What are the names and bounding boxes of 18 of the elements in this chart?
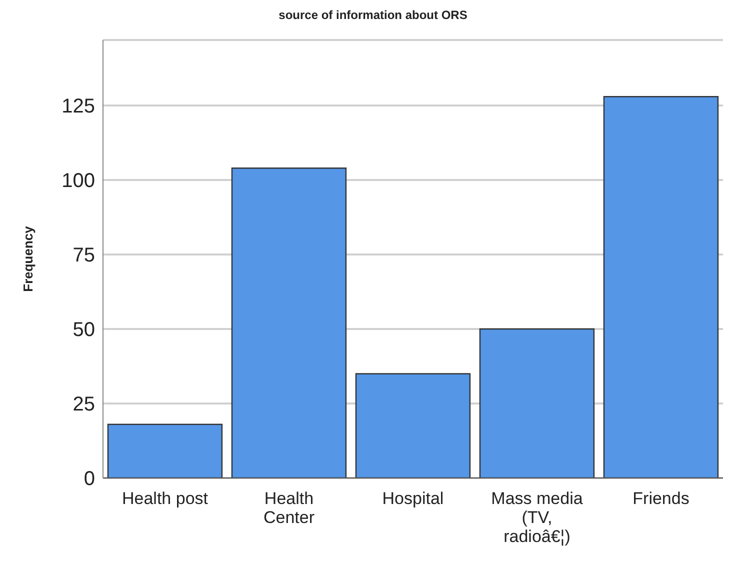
x-tick-label: Friends <box>632 489 690 508</box>
bar <box>107 424 223 478</box>
y-tick-label: 125 <box>62 96 95 118</box>
x-tick-label: Mass media (TV, radioâ€¦) <box>491 489 584 546</box>
y-tick-label: 75 <box>72 244 95 267</box>
chart-title: source of information about ORS <box>278 8 468 24</box>
y-tick-label: 25 <box>72 394 95 416</box>
y-tick-label: 0 <box>84 468 95 490</box>
bar <box>231 168 347 478</box>
y-axis-title: Frequency <box>20 225 36 292</box>
bar <box>479 328 595 478</box>
x-tick-label: Health Center <box>263 489 315 527</box>
y-tick-label: 100 <box>62 170 95 192</box>
y-tick-label: 50 <box>72 319 95 342</box>
x-tick-label: Health post <box>122 489 208 508</box>
x-tick-label: Hospital <box>382 489 444 508</box>
bar <box>603 96 719 478</box>
bar <box>355 373 471 478</box>
